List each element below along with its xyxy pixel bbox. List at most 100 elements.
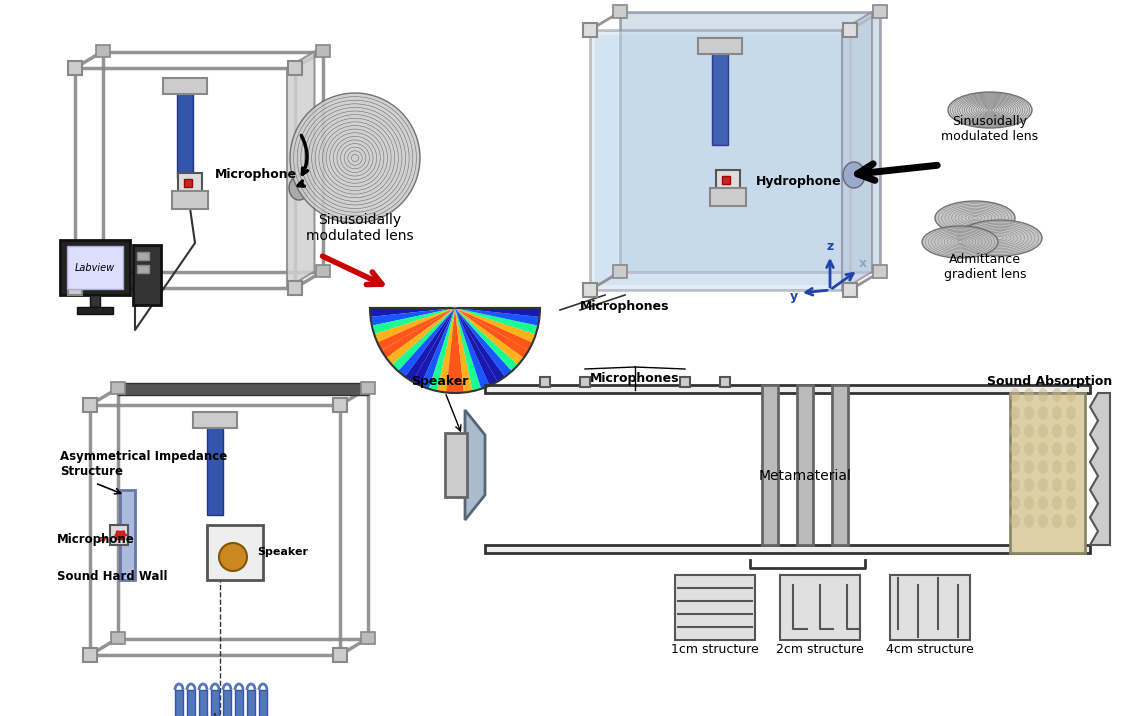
- Bar: [199, 690, 207, 716]
- Bar: [1010, 393, 1085, 553]
- Bar: [163, 78, 207, 94]
- Wedge shape: [374, 308, 455, 342]
- Wedge shape: [455, 308, 540, 326]
- Ellipse shape: [1024, 514, 1034, 528]
- Bar: [316, 44, 329, 57]
- Text: Sound Hard Wall: Sound Hard Wall: [57, 570, 167, 583]
- Bar: [67, 246, 123, 289]
- Bar: [873, 265, 887, 278]
- Bar: [832, 385, 847, 545]
- Ellipse shape: [1010, 514, 1019, 528]
- Text: 1cm structure: 1cm structure: [671, 643, 759, 656]
- Bar: [120, 490, 135, 580]
- Bar: [83, 648, 97, 662]
- Text: 2cm structure: 2cm structure: [777, 643, 864, 656]
- Bar: [137, 265, 149, 273]
- Ellipse shape: [935, 201, 1015, 235]
- Ellipse shape: [1066, 478, 1076, 492]
- Bar: [445, 433, 466, 497]
- Wedge shape: [387, 308, 455, 365]
- Ellipse shape: [1052, 514, 1062, 528]
- Bar: [137, 252, 149, 260]
- Text: Sinusoidally
modulated lens: Sinusoidally modulated lens: [942, 115, 1039, 143]
- Wedge shape: [455, 308, 538, 334]
- Ellipse shape: [1024, 442, 1034, 456]
- Ellipse shape: [1037, 388, 1048, 402]
- Bar: [762, 385, 778, 545]
- Bar: [316, 264, 329, 277]
- Text: z: z: [826, 240, 834, 253]
- Bar: [259, 690, 268, 716]
- Ellipse shape: [1052, 442, 1062, 456]
- Ellipse shape: [1024, 388, 1034, 402]
- Wedge shape: [420, 308, 455, 389]
- Bar: [333, 398, 347, 412]
- Bar: [60, 240, 130, 295]
- Ellipse shape: [1010, 460, 1019, 474]
- Ellipse shape: [1066, 514, 1076, 528]
- Wedge shape: [455, 308, 505, 382]
- Bar: [698, 38, 742, 54]
- Wedge shape: [372, 308, 455, 334]
- Ellipse shape: [1037, 478, 1048, 492]
- Bar: [484, 385, 1090, 393]
- Bar: [716, 170, 740, 190]
- Ellipse shape: [1010, 424, 1019, 438]
- Text: Speaker: Speaker: [257, 547, 308, 557]
- Bar: [613, 265, 627, 278]
- Bar: [67, 61, 82, 75]
- Bar: [211, 690, 219, 716]
- Ellipse shape: [1052, 388, 1062, 402]
- Bar: [613, 5, 627, 18]
- Bar: [361, 382, 374, 394]
- Bar: [116, 531, 124, 539]
- Polygon shape: [465, 410, 484, 520]
- Bar: [583, 283, 597, 297]
- Bar: [118, 382, 368, 395]
- Text: Microphones: Microphones: [580, 300, 670, 313]
- Wedge shape: [455, 308, 536, 342]
- Wedge shape: [455, 308, 528, 358]
- Ellipse shape: [1010, 478, 1019, 492]
- Bar: [583, 23, 597, 37]
- Bar: [595, 35, 845, 285]
- Bar: [235, 690, 243, 716]
- Wedge shape: [455, 308, 511, 377]
- Wedge shape: [455, 308, 533, 351]
- Bar: [710, 188, 746, 206]
- Ellipse shape: [1037, 406, 1048, 420]
- Ellipse shape: [948, 92, 1032, 128]
- Bar: [873, 5, 887, 18]
- Ellipse shape: [1052, 406, 1062, 420]
- Bar: [110, 525, 128, 545]
- Ellipse shape: [1066, 424, 1076, 438]
- Polygon shape: [287, 52, 315, 288]
- Bar: [288, 281, 302, 295]
- Ellipse shape: [958, 220, 1042, 256]
- Bar: [193, 412, 237, 428]
- Ellipse shape: [1052, 496, 1062, 510]
- Ellipse shape: [1024, 424, 1034, 438]
- Bar: [83, 398, 97, 412]
- Ellipse shape: [1066, 496, 1076, 510]
- Text: Labview: Labview: [75, 263, 115, 273]
- Wedge shape: [455, 308, 518, 371]
- Wedge shape: [413, 308, 455, 386]
- Text: Speaker: Speaker: [411, 375, 469, 388]
- Ellipse shape: [1066, 442, 1076, 456]
- Bar: [110, 632, 125, 644]
- Ellipse shape: [1037, 496, 1048, 510]
- Text: Microphone: Microphone: [57, 533, 135, 546]
- Ellipse shape: [1010, 442, 1019, 456]
- Bar: [722, 176, 729, 184]
- Ellipse shape: [219, 543, 247, 571]
- Wedge shape: [370, 308, 455, 317]
- Bar: [110, 382, 125, 394]
- Ellipse shape: [843, 162, 865, 188]
- Bar: [178, 173, 202, 193]
- Ellipse shape: [1052, 460, 1062, 474]
- Bar: [680, 377, 690, 387]
- Wedge shape: [428, 308, 455, 391]
- Ellipse shape: [1037, 442, 1048, 456]
- Ellipse shape: [1024, 406, 1034, 420]
